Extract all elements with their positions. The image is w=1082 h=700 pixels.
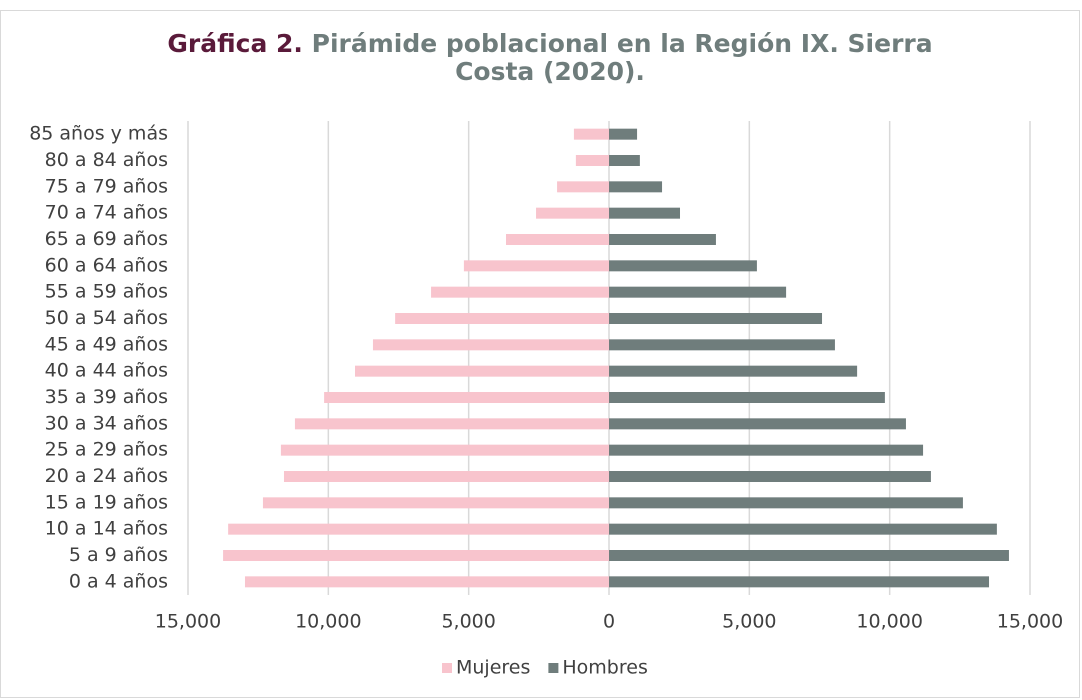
y-tick-label: 50 a 54 años <box>45 307 168 329</box>
bar <box>228 523 610 535</box>
bar <box>575 155 609 166</box>
bar <box>505 234 609 245</box>
legend-swatch <box>442 663 452 673</box>
legend-swatch <box>548 663 559 673</box>
x-tick-label: 5,000 <box>441 611 495 633</box>
bar <box>609 497 963 509</box>
bar <box>431 286 609 298</box>
bar <box>262 497 609 509</box>
bar <box>223 550 610 561</box>
y-tick-label: 10 a 14 años <box>45 518 168 540</box>
bar <box>536 207 609 219</box>
y-tick-label: 85 años y más <box>29 123 168 145</box>
bar <box>609 339 835 351</box>
bar <box>609 471 931 482</box>
bar <box>609 234 716 245</box>
y-tick-label: 65 a 69 años <box>45 228 168 250</box>
y-tick-label: 5 a 9 años <box>69 544 168 566</box>
y-tick-label: 55 a 59 años <box>45 281 168 303</box>
bar <box>395 313 609 324</box>
bar <box>609 576 990 588</box>
bar <box>609 418 906 430</box>
y-tick-label: 0 a 4 años <box>69 570 168 592</box>
bar <box>294 418 609 430</box>
y-tick-label: 45 a 49 años <box>45 333 168 355</box>
bar <box>609 260 757 272</box>
bar <box>573 128 609 140</box>
bar <box>372 339 609 351</box>
x-tick-label: 10,000 <box>295 611 361 633</box>
bar <box>609 365 858 377</box>
y-tick-label: 25 a 29 años <box>45 439 168 461</box>
chart-title: Gráfica 2. Pirámide poblacional en la Re… <box>150 30 950 86</box>
y-tick-label: 15 a 19 años <box>45 491 168 513</box>
x-tick-label: 15,000 <box>155 611 221 633</box>
bar <box>609 155 640 166</box>
bar <box>609 392 885 403</box>
bar <box>557 181 609 193</box>
legend-label: Hombres <box>562 657 647 679</box>
x-tick-label: 15,000 <box>997 611 1063 633</box>
bar <box>280 444 609 456</box>
y-tick-label: 20 a 24 años <box>45 465 168 487</box>
y-tick-label: 70 a 74 años <box>45 202 168 224</box>
bar <box>463 260 609 272</box>
bar <box>324 392 609 403</box>
bar <box>609 313 823 324</box>
title-text: Pirámide poblacional en la Región IX. Si… <box>311 29 933 86</box>
bar <box>354 365 609 377</box>
y-tick-label: 80 a 84 años <box>45 149 168 171</box>
legend-label: Mujeres <box>456 657 530 679</box>
bar <box>609 128 638 140</box>
bar <box>609 550 1009 561</box>
x-tick-label: 10,000 <box>856 611 922 633</box>
bar <box>609 444 924 456</box>
y-tick-label: 35 a 39 años <box>45 386 168 408</box>
bar <box>609 207 681 219</box>
x-tick-label: 0 <box>603 611 615 633</box>
bar <box>609 181 663 193</box>
y-tick-label: 30 a 34 años <box>45 412 168 434</box>
chart-frame <box>0 10 1080 698</box>
y-tick-label: 75 a 79 años <box>45 175 168 197</box>
bar <box>283 471 609 482</box>
bar <box>609 523 997 535</box>
y-tick-label: 60 a 64 años <box>45 254 168 276</box>
bar <box>609 286 787 298</box>
bar <box>244 576 609 588</box>
x-tick-label: 5,000 <box>722 611 776 633</box>
y-tick-label: 40 a 44 años <box>45 360 168 382</box>
title-prefix: Gráfica 2. <box>167 29 303 58</box>
